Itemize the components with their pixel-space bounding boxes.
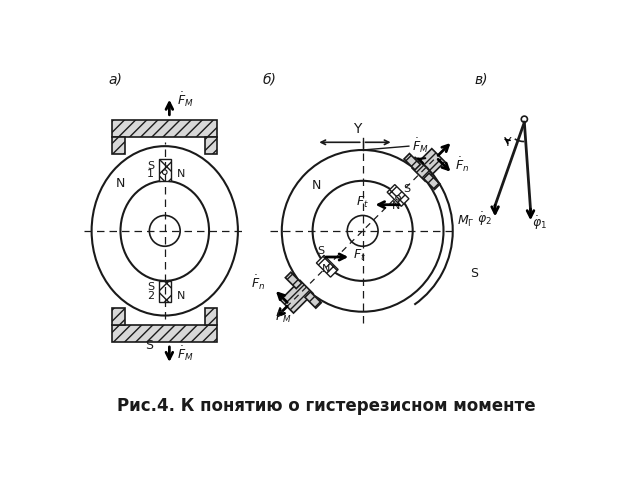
Polygon shape [205,137,217,154]
Text: $\Upsilon$: $\Upsilon$ [503,136,513,149]
Text: S: S [470,267,478,280]
Text: $F_t$: $F_t$ [356,195,369,210]
Polygon shape [280,280,313,313]
Text: N: N [177,169,186,180]
Text: S: S [147,282,154,292]
Text: $\dot{\varphi}_2$: $\dot{\varphi}_2$ [477,211,492,228]
Text: в): в) [474,72,488,86]
Polygon shape [113,137,125,154]
Polygon shape [159,159,171,181]
Polygon shape [305,292,321,308]
Text: N: N [321,264,330,275]
Text: 2: 2 [147,291,154,301]
Polygon shape [387,185,409,206]
Text: N: N [115,177,125,190]
Polygon shape [424,173,440,190]
Text: N: N [312,179,321,192]
Polygon shape [285,272,301,288]
Polygon shape [412,149,445,181]
Text: 1: 1 [147,169,154,180]
Text: $\dot{F}_n$: $\dot{F}_n$ [455,156,469,174]
Text: N: N [392,201,401,211]
Polygon shape [113,325,217,342]
Text: Рис.4. К понятию о гистерезисном моменте: Рис.4. К понятию о гистерезисном моменте [117,396,536,415]
Polygon shape [316,255,338,277]
Text: N: N [177,291,186,301]
Text: S: S [145,339,154,352]
Polygon shape [113,308,125,325]
Polygon shape [205,308,217,325]
Polygon shape [159,281,171,302]
Text: $F_t$: $F_t$ [353,248,366,263]
Polygon shape [113,120,217,137]
Text: $M_\Gamma$: $M_\Gamma$ [456,214,474,229]
Text: $\dot{F}_M$: $\dot{F}_M$ [177,344,194,363]
Text: $\dot{F}_M$: $\dot{F}_M$ [275,307,292,325]
Text: $\dot{\varphi}_1$: $\dot{\varphi}_1$ [532,215,547,232]
Text: а): а) [109,72,122,86]
Text: $\Upsilon$: $\Upsilon$ [353,122,364,136]
Text: $\dot{F}_M$: $\dot{F}_M$ [412,137,428,156]
Text: S: S [404,184,411,193]
Text: б): б) [262,72,276,86]
Text: S: S [147,161,154,171]
Polygon shape [404,154,420,170]
Text: $\dot{F}_M$: $\dot{F}_M$ [177,90,194,108]
Text: S: S [317,246,324,256]
Text: $\dot{F}_n$: $\dot{F}_n$ [251,273,265,292]
